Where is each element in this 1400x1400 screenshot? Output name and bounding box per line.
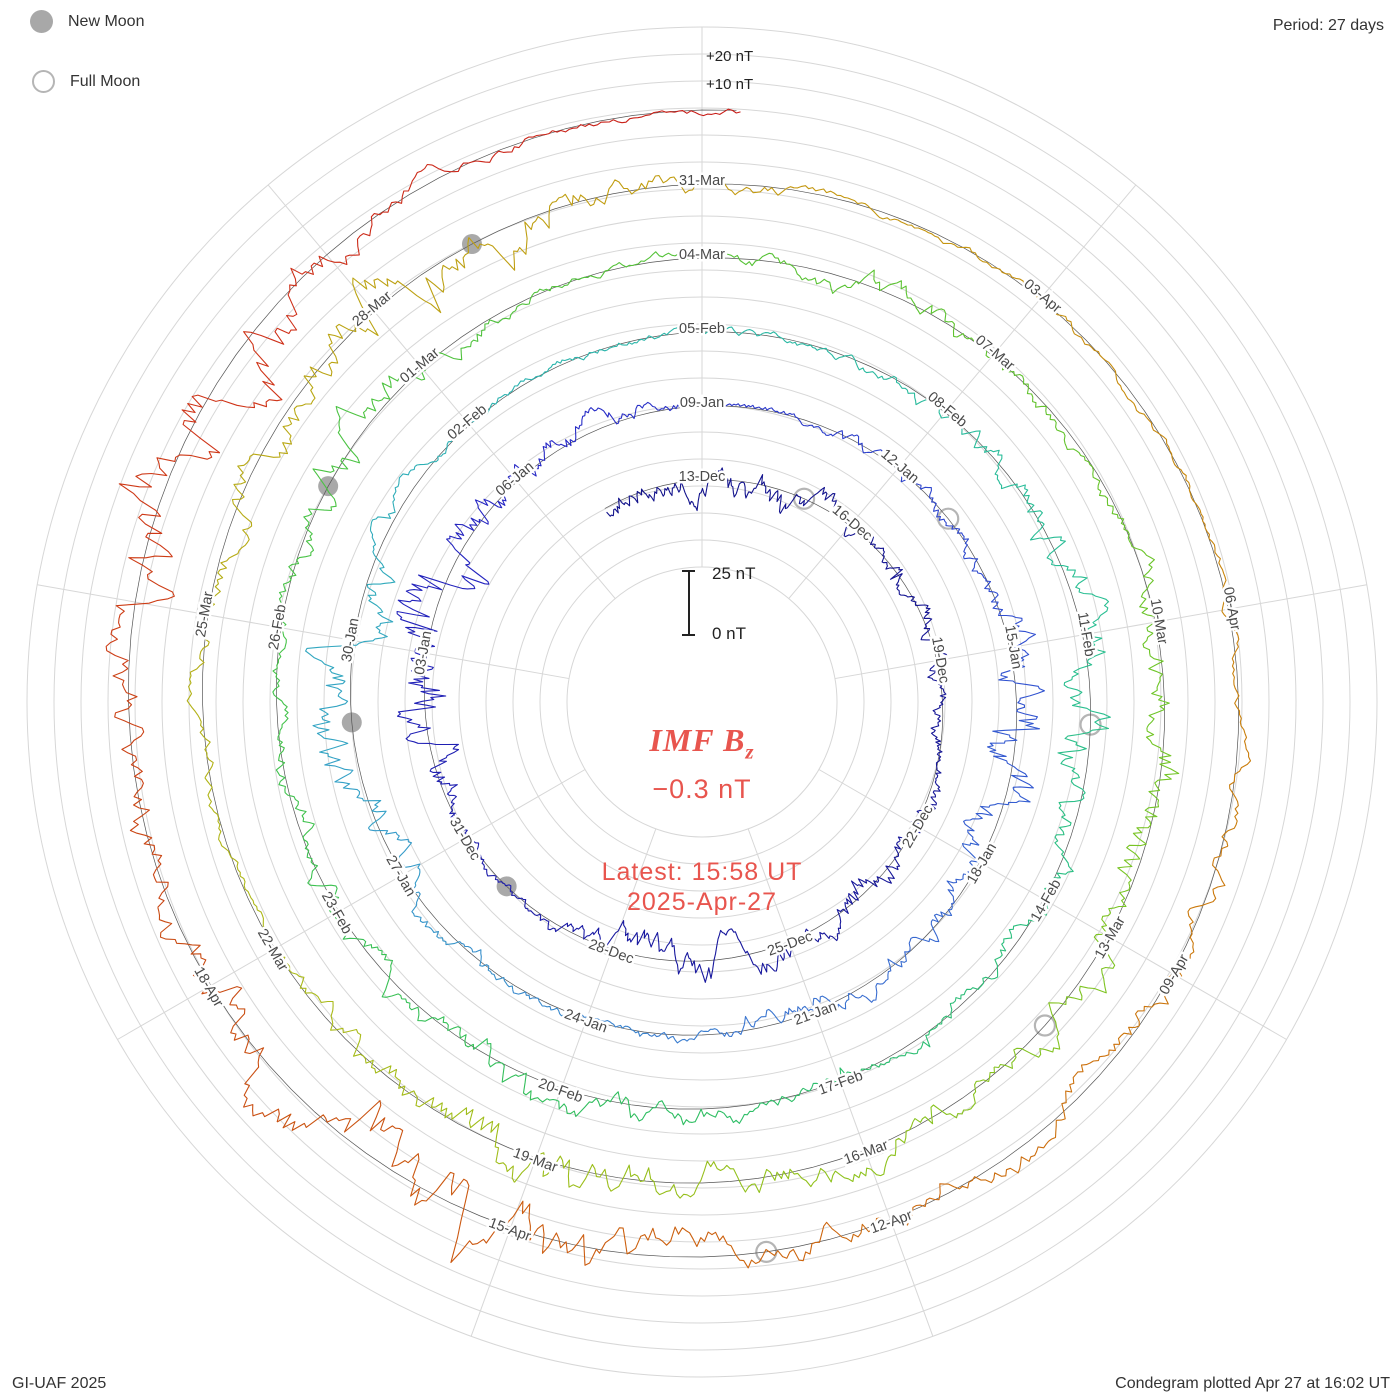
date-label: 18-Apr [190, 964, 226, 1010]
date-label: 16-Mar [842, 1137, 891, 1168]
legend-new-moon: New Moon [30, 10, 144, 33]
latest-date: 2025-Apr-27 [627, 888, 777, 916]
date-label: 12-Apr [868, 1207, 915, 1237]
date-label: 22-Dec [899, 802, 936, 850]
date-label: 16-Dec [829, 502, 875, 544]
latest-time: Latest: 15:58 UT [601, 858, 803, 886]
date-label: 07-Mar [972, 332, 1018, 374]
grid-spokes [37, 27, 1367, 1337]
plotted-timestamp: Condegram plotted Apr 27 at 16:02 UT [1115, 1375, 1390, 1392]
date-labels: 13-Dec16-Dec19-Dec22-Dec25-Dec28-Dec31-D… [188, 170, 1246, 1247]
date-label: 06-Apr [1220, 586, 1243, 632]
date-label: 13-Mar [1092, 914, 1129, 962]
period-label: Period: 27 days [1272, 17, 1384, 34]
date-label: 19-Mar [511, 1145, 560, 1176]
scale-label-0nt: 0 nT [712, 624, 747, 643]
outer-scale-plus10: +10 nT [706, 76, 754, 93]
full-moon-marker [937, 507, 960, 530]
scale-bar-stem [687, 570, 690, 636]
date-label: 31-Dec [446, 815, 483, 863]
baseline-spiral [128, 109, 1239, 1258]
new-moon-icon [30, 10, 53, 33]
date-label: 09-Apr [1157, 952, 1193, 998]
scale-label-25nt: 25 nT [712, 564, 756, 583]
date-label: 05-Feb [679, 321, 725, 337]
credit-label: GI-UAF 2025 [12, 1375, 107, 1392]
date-label: 28-Dec [586, 936, 635, 967]
date-label: 30-Jan [339, 617, 362, 663]
date-label: 24-Jan [562, 1006, 609, 1036]
full-moon-marker [1033, 1014, 1056, 1037]
legend-full-moon: Full Moon [32, 70, 140, 93]
full-moon-icon [32, 70, 55, 93]
date-label: 08-Feb [924, 389, 969, 431]
date-label: 01-Mar [397, 345, 443, 387]
spiral-data [105, 108, 1252, 1269]
chart-title: IMF Bz [2, 722, 1400, 764]
date-label: 13-Dec [679, 469, 726, 485]
date-label: 04-Mar [679, 247, 725, 263]
date-label: 22-Mar [254, 926, 291, 974]
date-label: 10-Mar [1147, 597, 1171, 645]
date-label: 09-Jan [680, 395, 724, 411]
latest-value: −0.3 nT [652, 774, 752, 804]
date-label: 02-Feb [445, 402, 490, 444]
legend-full-moon-label: Full Moon [70, 72, 141, 90]
chart-title-sub: z [745, 739, 755, 764]
scale-bar-bottom-cap [682, 634, 695, 636]
date-label: 25-Mar [193, 590, 217, 638]
grid-rings [26, 26, 1378, 1378]
chart-title-main: IMF B [649, 722, 746, 758]
date-label: 19-Dec [928, 636, 952, 685]
date-label: 31-Mar [679, 173, 725, 189]
legend-new-moon-label: New Moon [68, 12, 145, 30]
date-label: 11-Feb [1074, 611, 1098, 658]
date-label: 21-Jan [792, 999, 839, 1029]
scale-bar [682, 570, 695, 636]
full-moon-marker [755, 1240, 778, 1263]
outer-scale-plus20: +20 nT [706, 48, 754, 65]
